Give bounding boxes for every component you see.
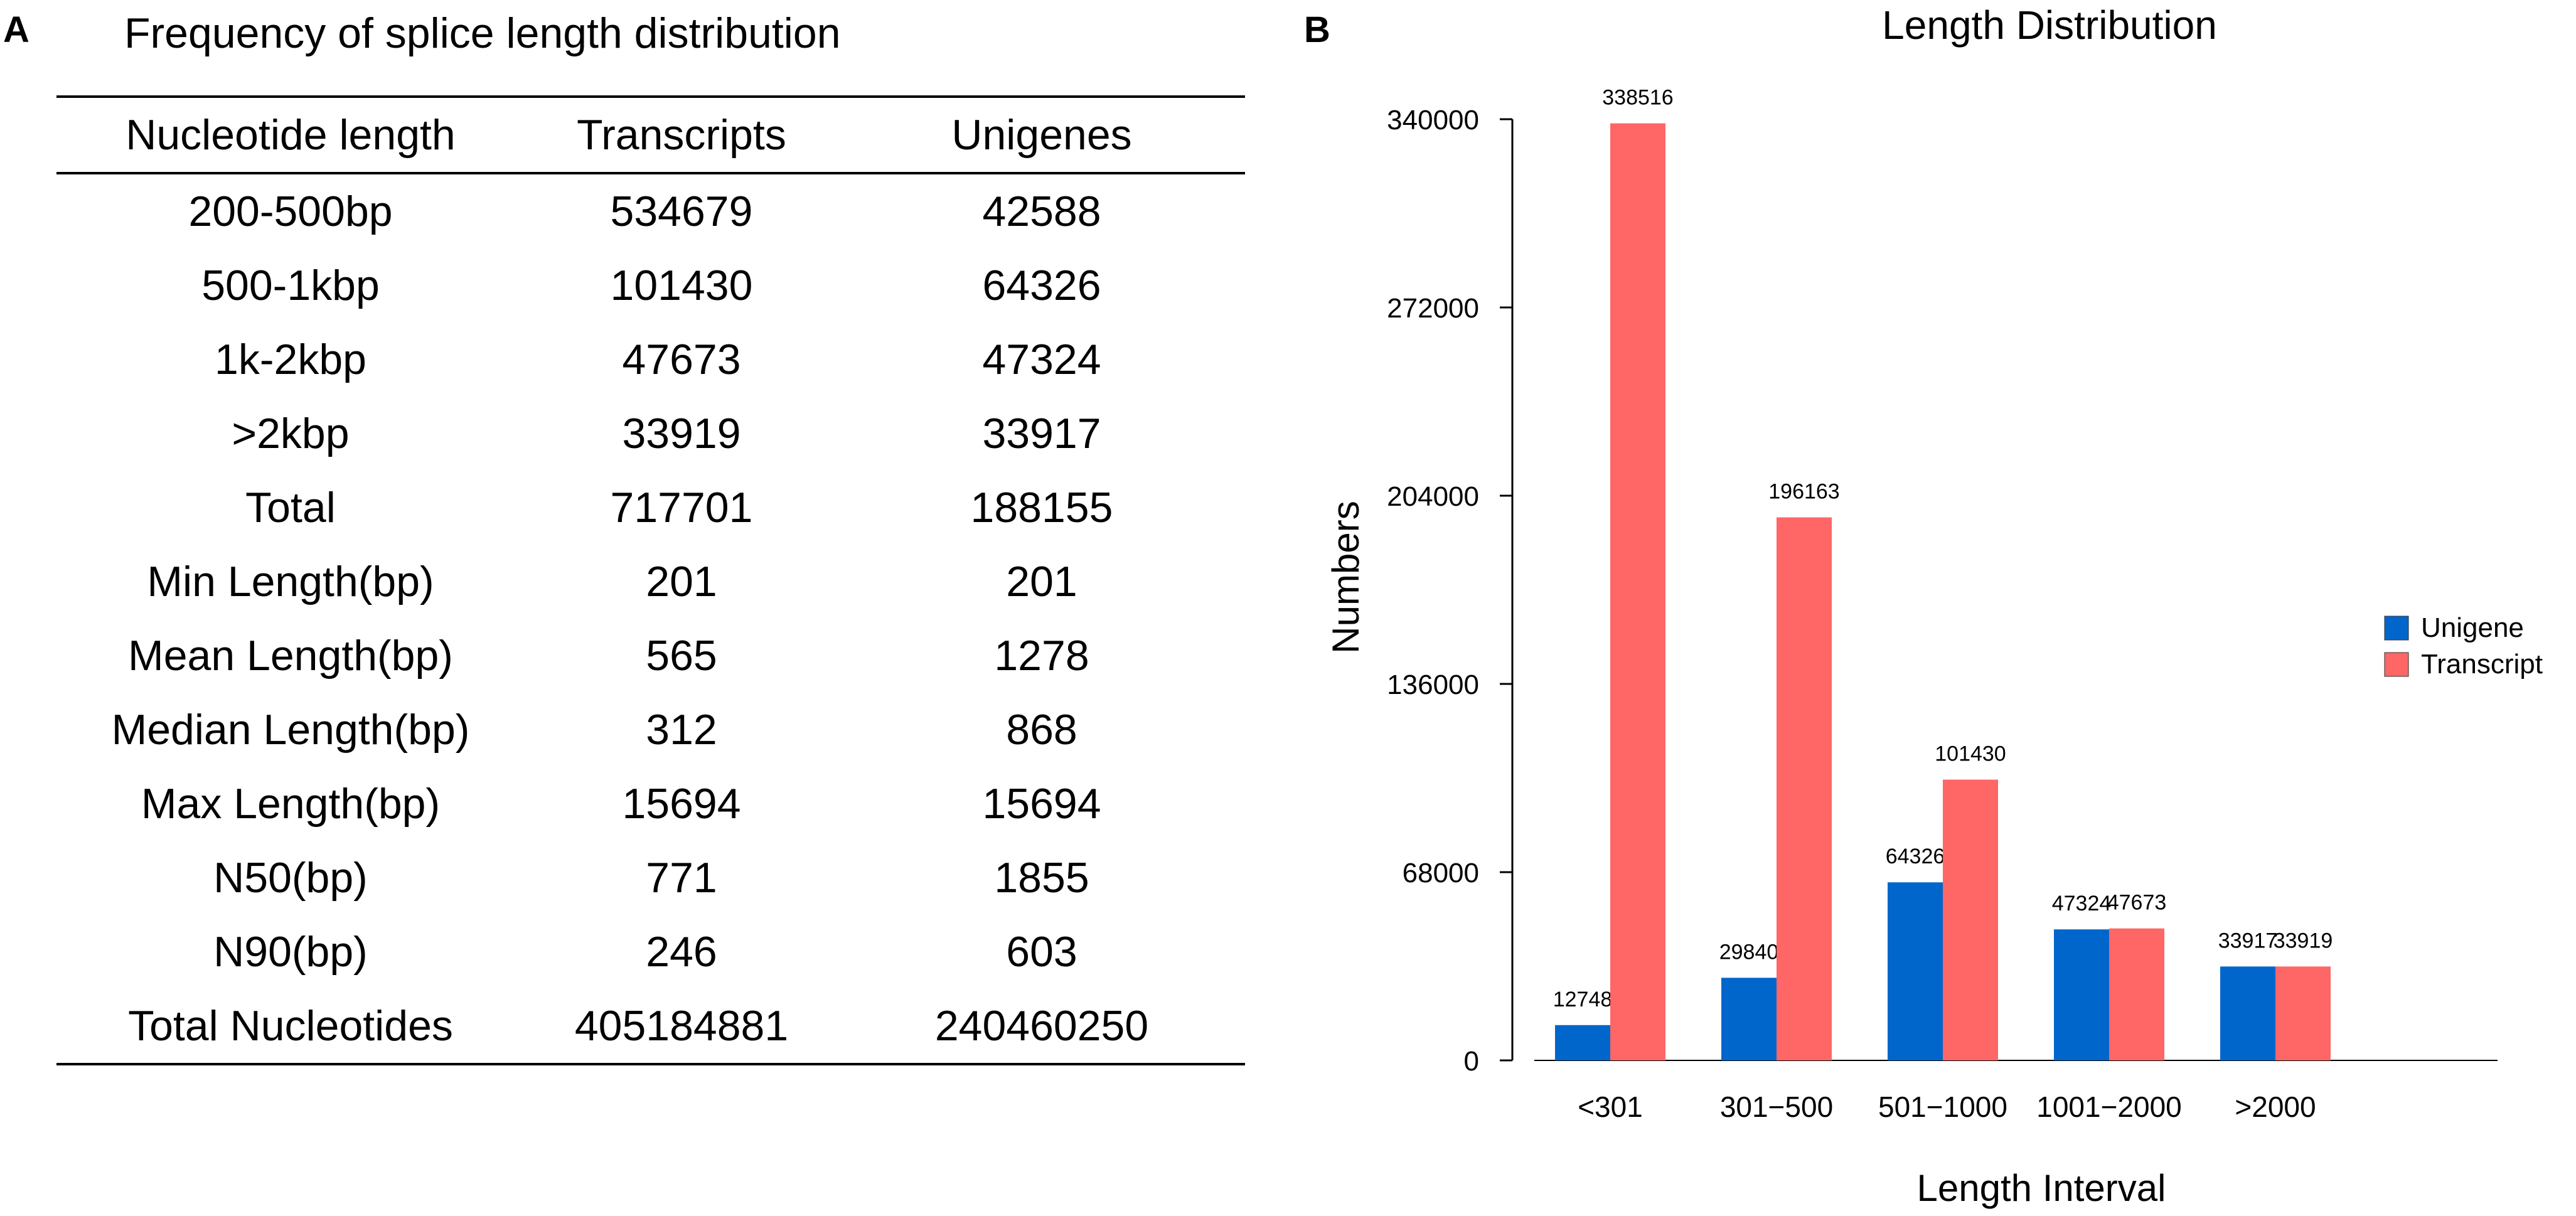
table-row: Min Length(bp) 201 201 [56,545,1245,619]
row-label-cell: 200-500bp [188,188,393,235]
table-row: Max Length(bp) 15694 15694 [56,767,1245,841]
legend-swatch-unigene [2384,616,2409,641]
table-row: >2kbp 33919 33917 [56,397,1245,471]
row-label-cell: N90(bp) [213,928,368,976]
transcripts-cell: 15694 [622,780,741,828]
bar-transcript [1610,123,1665,1060]
bar-unigene [1888,882,1943,1060]
bar-value-label: 33917 [2218,929,2278,952]
y-tick-label: 136000 [1387,669,1479,700]
bar-unigene [2220,966,2275,1060]
bar-unigene [2054,929,2109,1060]
unigenes-cell: 603 [1006,928,1077,976]
y-tick-label: 68000 [1403,858,1479,888]
table-row: 500-1kbp 101430 64326 [56,248,1245,323]
transcripts-cell: 405184881 [574,1002,789,1050]
panel-b-label: B [1304,9,1330,50]
table-row: Total Nucleotides 405184881 240460250 [56,989,1245,1064]
transcripts-cell: 33919 [622,410,741,457]
transcripts-cell: 101430 [610,262,753,309]
row-label-cell: Total [245,484,336,531]
unigenes-cell: 1855 [994,854,1089,902]
bar-value-label: 196163 [1768,480,1839,504]
unigenes-cell: 42588 [982,188,1101,235]
transcripts-cell: 771 [646,854,717,902]
table-body: 200-500bp 534679 42588 500-1kbp 101430 64326 1… [56,173,1245,1064]
length-stats-table: Nucleotide length Transcripts Unigenes 2… [56,95,1245,1065]
table-row: Median Length(bp) 312 868 [56,693,1245,767]
header-nucleotide-length: Nucleotide length [126,111,456,159]
row-label-cell: Mean Length(bp) [128,632,453,680]
bar-value-label: 338516 [1602,86,1673,110]
table-row: Mean Length(bp) 565 1278 [56,619,1245,693]
row-label-cell: Total Nucleotides [128,1002,453,1050]
row-label-cell: Min Length(bp) [147,558,434,605]
bar-value-label: 29840 [1719,940,1779,964]
transcripts-cell: 47673 [622,336,741,383]
legend-label-transcript: Transcript [2421,649,2543,680]
bar-unigene [1721,978,1777,1060]
transcripts-cell: 201 [646,558,717,605]
table-row: 1k-2kbp 47673 47324 [56,323,1245,397]
x-tick-label: 1001−2000 [2036,1091,2182,1123]
table-row: N90(bp) 246 603 [56,915,1245,989]
bar-value-label: 12748 [1553,988,1613,1011]
unigenes-cell: 33917 [982,410,1101,457]
bar-value-label: 101430 [1935,742,2006,766]
transcripts-cell: 717701 [610,484,753,531]
unigenes-cell: 188155 [970,484,1113,531]
table-row: 200-500bp 534679 42588 [56,173,1245,248]
panel-a-label: A [3,9,29,50]
transcripts-cell: 246 [646,928,717,976]
table-header-row: Nucleotide length Transcripts Unigenes [56,97,1245,173]
table-row: Total 717701 188155 [56,471,1245,545]
row-label-cell: Median Length(bp) [111,706,470,754]
x-tick-label: <301 [1578,1091,1643,1123]
bar-unigene [1555,1025,1610,1060]
bar-transcript [2109,928,2164,1060]
bar-value-label: 47324 [2052,892,2112,915]
row-label-cell: 1k-2kbp [215,336,366,383]
transcripts-cell: 312 [646,706,717,754]
x-tick-label: 501−1000 [1878,1091,2007,1123]
unigenes-cell: 1278 [994,632,1089,680]
unigenes-cell: 64326 [982,262,1101,309]
x-axis-label: Length Interval [1917,1167,2166,1209]
chart-title: Length Distribution [1882,3,2217,48]
row-label-cell: 500-1kbp [201,262,380,309]
row-label-cell: N50(bp) [213,854,368,902]
unigenes-cell: 15694 [982,780,1101,828]
x-tick-label: 301−500 [1720,1091,1833,1123]
unigenes-cell: 47324 [982,336,1101,383]
y-axis-label: Numbers [1325,501,1367,653]
bar-transcript [2275,966,2331,1060]
legend-swatch-transcript [2384,652,2409,677]
table-title: Frequency of splice length distribution [124,9,841,57]
bar-value-label: 33919 [2274,929,2333,952]
y-tick-label: 340000 [1387,105,1479,136]
bar-transcript [1777,517,1832,1060]
table-row: N50(bp) 771 1855 [56,841,1245,915]
y-tick-label: 204000 [1387,481,1479,512]
x-tick-label: >2000 [2235,1091,2316,1123]
unigenes-cell: 201 [1006,558,1077,605]
y-tick-label: 0 [1464,1046,1479,1077]
unigenes-cell: 868 [1006,706,1077,754]
unigenes-cell: 240460250 [934,1002,1149,1050]
row-label-cell: Max Length(bp) [141,780,441,828]
transcripts-cell: 565 [646,632,717,680]
transcripts-cell: 534679 [610,188,753,235]
y-tick-label: 272000 [1387,293,1479,324]
row-label-cell: >2kbp [232,410,350,457]
legend-label-unigene: Unigene [2421,612,2524,643]
header-unigenes: Unigenes [951,111,1132,159]
bar-value-label: 47673 [2107,891,2167,915]
header-transcripts: Transcripts [577,111,786,159]
bar-value-label: 64326 [1886,845,1945,868]
bar-transcript [1943,779,1998,1060]
